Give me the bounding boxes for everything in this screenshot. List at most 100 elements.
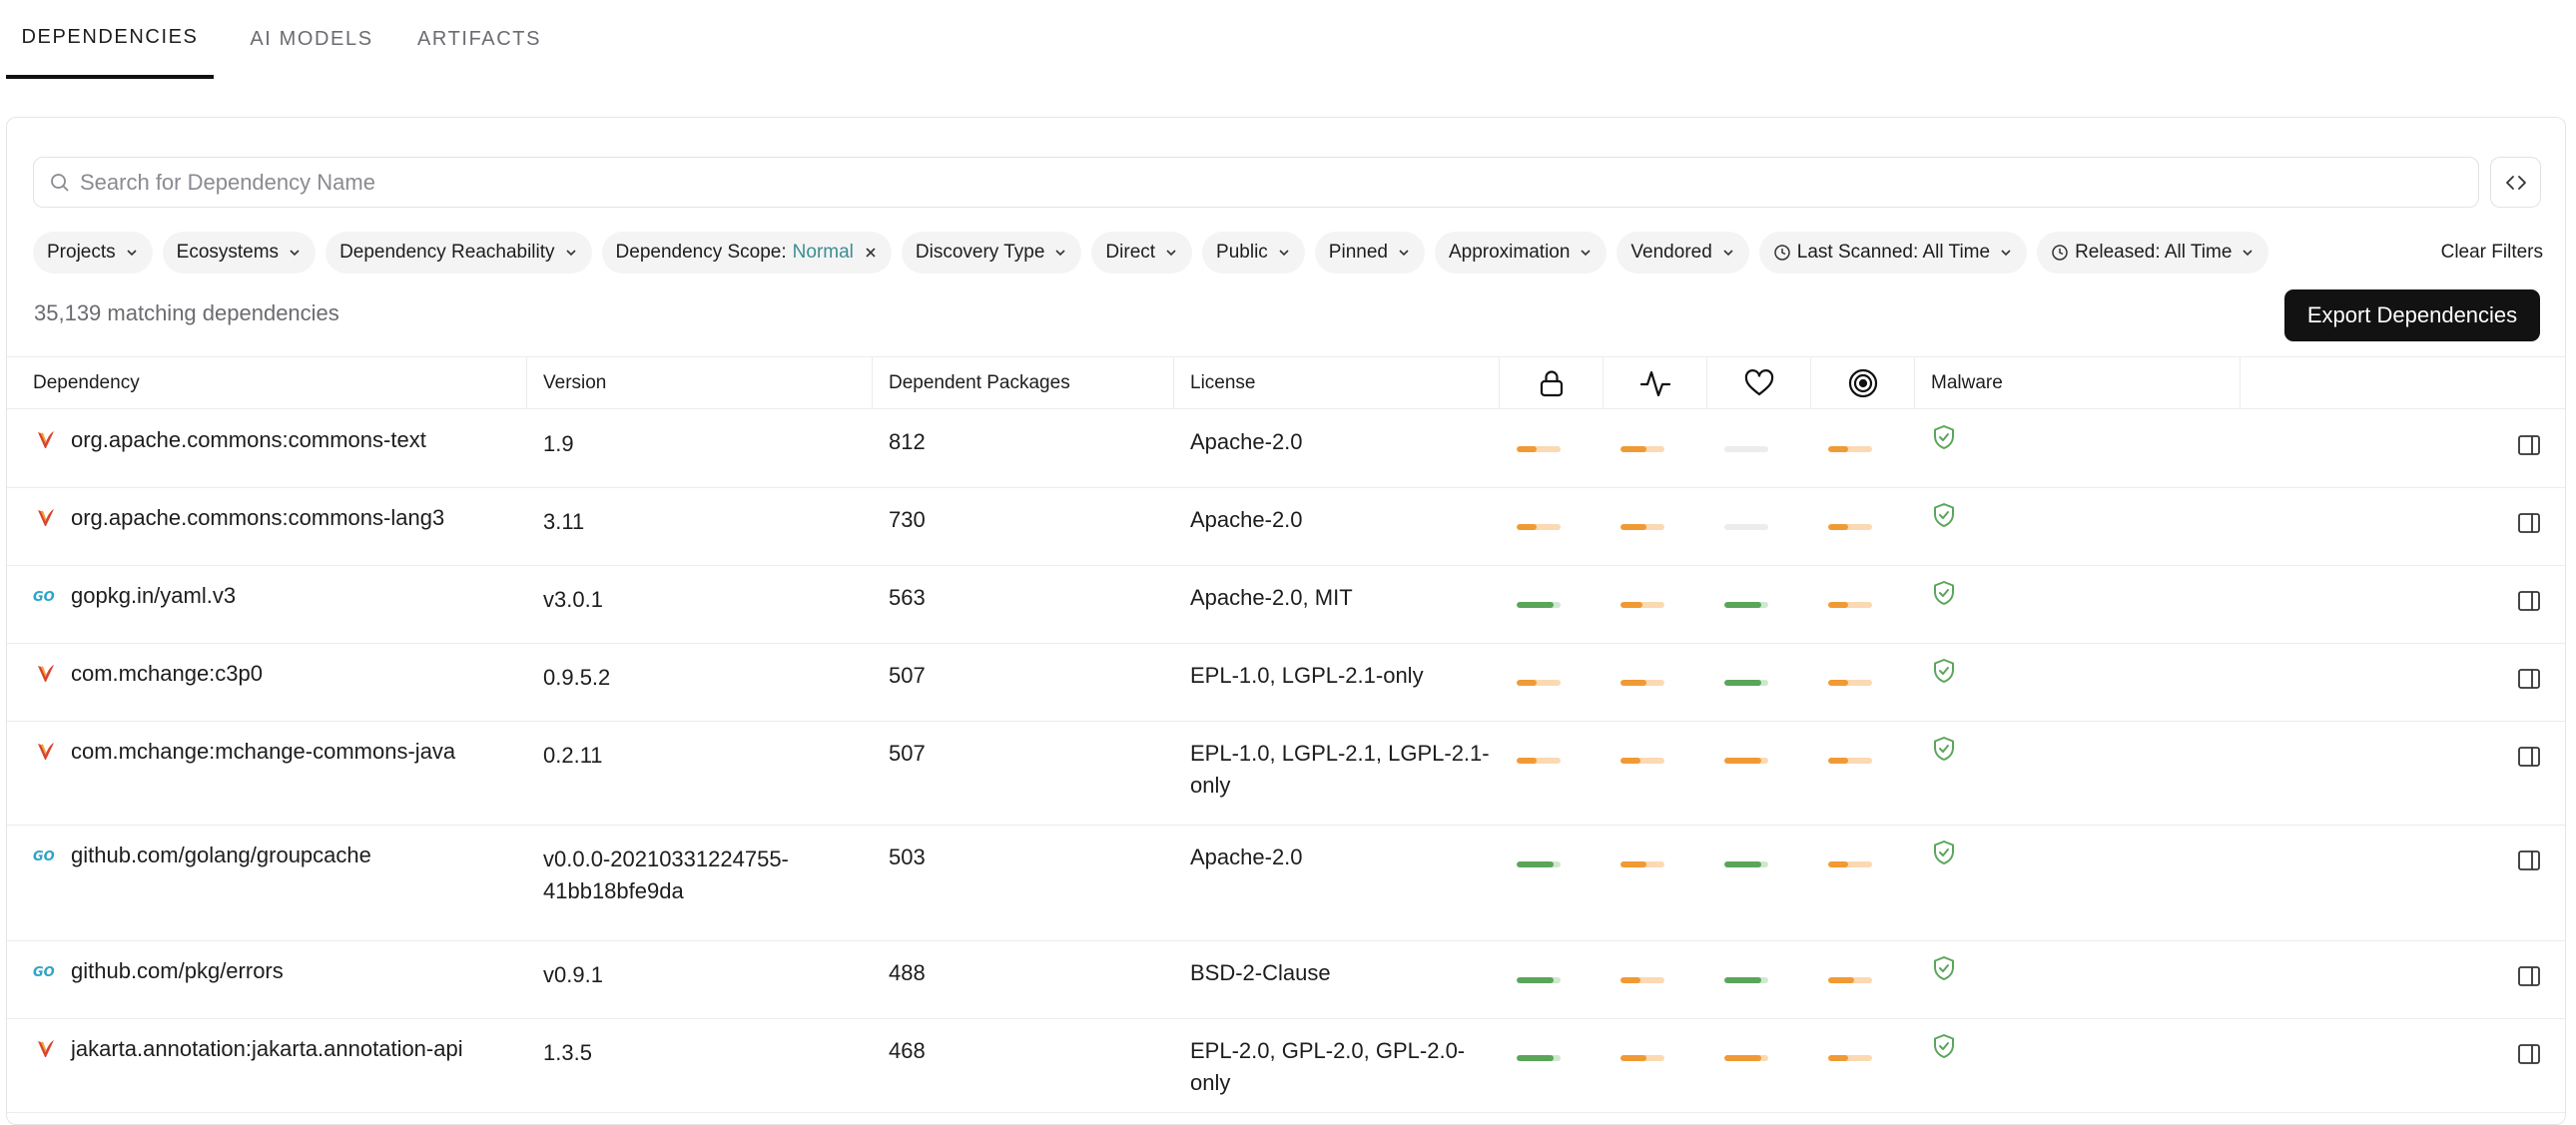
quality-score-bar [1828,602,1872,608]
dependency-name[interactable]: github.com/pkg/errors [71,958,284,983]
shield-check-icon [1932,424,1956,450]
table-row[interactable]: com.mchange:c3p0 0.9.5.2 507 EPL-1.0, LGPL-… [7,644,2565,722]
dependency-cell[interactable]: GO github.com/golang/groupcache [33,840,526,871]
filter-label: Dependency Scope: [615,242,787,263]
dependent-packages-cell: 468 [889,1038,926,1063]
open-side-panel-icon[interactable] [2517,746,2541,768]
score-fill [1620,758,1640,764]
open-side-panel-icon[interactable] [2517,849,2541,871]
filter-dependency-reachability[interactable]: Dependency Reachability [325,232,592,274]
filter-public[interactable]: Public [1202,232,1305,274]
column-header-dependent-packages[interactable]: Dependent Packages [872,357,1173,409]
close-icon[interactable] [864,246,878,260]
version-cell: 1.9 [543,431,574,456]
column-header-actions [2240,357,2565,409]
dependent-packages-cell: 812 [889,429,926,454]
dependency-name[interactable]: github.com/golang/groupcache [71,843,371,867]
search-input[interactable] [80,169,2436,196]
popularity-score-bar [1724,524,1768,530]
clock-icon [2052,245,2068,261]
filter-ecosystems[interactable]: Ecosystems [162,232,317,274]
column-header-security[interactable] [1499,357,1603,409]
dependency-cell[interactable]: com.mchange:mchange-commons-java [33,736,526,768]
filter-projects[interactable]: Projects [33,232,153,274]
table-row[interactable]: jakarta.annotation:jakarta.annotation-ap… [7,1019,2565,1113]
svg-text:GO: GO [33,590,55,603]
table-row[interactable]: org.apache.commons:commons-text 1.9 812 Apa… [7,410,2565,488]
search-box[interactable] [33,157,2479,208]
dependency-name[interactable]: org.apache.commons:commons-lang3 [71,505,445,530]
table-row[interactable]: GO github.com/golang/groupcache v0.0.0-202… [7,826,2565,941]
dependency-name[interactable]: jakarta.annotation:jakarta.annotation-ap… [71,1036,463,1061]
dependency-cell[interactable]: GO gopkg.in/yaml.v3 [33,580,526,612]
filter-vendored[interactable]: Vendored [1616,232,1749,274]
chevron-down-icon [290,250,300,257]
open-side-panel-icon[interactable] [2517,668,2541,690]
filter-direct[interactable]: Direct [1091,232,1193,274]
table-row[interactable]: GO github.com/pkg/errors v0.9.1 488 BSD-2-Cl… [7,941,2565,1019]
filter-discovery-type[interactable]: Discovery Type [901,232,1082,274]
open-side-panel-icon[interactable] [2517,1043,2541,1065]
score-fill [1620,680,1647,686]
filter-pinned[interactable]: Pinned [1314,232,1425,274]
filter-last-scanned[interactable]: Last Scanned: All Time [1758,232,2028,274]
version-cell: 0.9.5.2 [543,665,611,690]
maven-icon [33,1039,59,1059]
shield-check-icon [1932,658,1956,684]
security-score-bar [1517,1055,1561,1061]
quality-score-bar [1828,977,1872,983]
code-view-button[interactable] [2490,157,2541,208]
dependency-name[interactable]: com.mchange:mchange-commons-java [71,739,456,764]
filter-label: Discovery Type [915,242,1045,263]
tab-artifacts[interactable]: ARTIFACTS [416,28,542,50]
score-fill [1724,602,1762,608]
open-side-panel-icon[interactable] [2517,512,2541,534]
column-header-license[interactable]: License [1173,357,1499,409]
table-row[interactable]: com.mchange:mchange-commons-java 0.2.11 50… [7,722,2565,826]
column-header-activity[interactable] [1603,357,1706,409]
lock-icon [1540,370,1563,397]
clear-filters-button[interactable]: Clear Filters [2440,242,2543,263]
column-header-quality[interactable] [1810,357,1914,409]
dependency-cell[interactable]: org.apache.commons:commons-text [33,424,526,456]
target-icon [1848,368,1877,398]
table-row[interactable]: GO gopkg.in/yaml.v3 v3.0.1 563 Apache-2.0, M… [7,566,2565,644]
shield-check-icon [1932,736,1956,762]
column-header-version[interactable]: Version [526,357,872,409]
open-side-panel-icon[interactable] [2517,434,2541,456]
go-icon: GO [33,961,59,981]
filter-approximation[interactable]: Approximation [1434,232,1608,274]
table-row[interactable]: org.apache.commons:commons-lang3 3.11 730 A… [7,488,2565,566]
tab-ai-models[interactable]: AI MODELS [250,28,373,50]
score-fill [1517,861,1555,867]
tab-dependencies[interactable]: DEPENDENCIES [6,0,214,79]
dependency-cell[interactable]: jakarta.annotation:jakarta.annotation-ap… [33,1033,526,1065]
popularity-score-bar [1724,758,1768,764]
activity-score-bar [1620,861,1664,867]
open-side-panel-icon[interactable] [2517,965,2541,987]
dependencies-panel: Projects Ecosystems Dependency Reachabil… [6,117,2566,1125]
filter-label: Released: All Time [2075,242,2233,263]
dependency-cell[interactable]: org.apache.commons:commons-lang3 [33,502,526,534]
chevron-down-icon [127,250,137,257]
dependency-name[interactable]: com.mchange:c3p0 [71,661,263,686]
shield-check-icon [1932,1033,1956,1059]
export-dependencies-button[interactable]: Export Dependencies [2284,289,2540,341]
dependency-name[interactable]: gopkg.in/yaml.v3 [71,583,237,608]
filter-value: Normal [792,242,854,263]
filter-released[interactable]: Released: All Time [2037,232,2269,274]
popularity-score-bar [1724,446,1768,452]
maven-icon [33,430,59,450]
dependency-name[interactable]: org.apache.commons:commons-text [71,427,426,452]
dependent-packages-cell: 503 [889,844,926,869]
security-score-bar [1517,524,1561,530]
dependency-cell[interactable]: GO github.com/pkg/errors [33,955,526,987]
dependency-cell[interactable]: com.mchange:c3p0 [33,658,526,690]
filter-dependency-scope[interactable]: Dependency Scope: Normal [601,232,892,274]
security-score-bar [1517,861,1561,867]
column-header-popularity[interactable] [1706,357,1810,409]
column-header-malware[interactable]: Malware [1914,357,2240,409]
open-side-panel-icon[interactable] [2517,590,2541,612]
column-header-dependency[interactable]: Dependency [33,372,140,393]
shield-check-icon [1932,580,1956,606]
